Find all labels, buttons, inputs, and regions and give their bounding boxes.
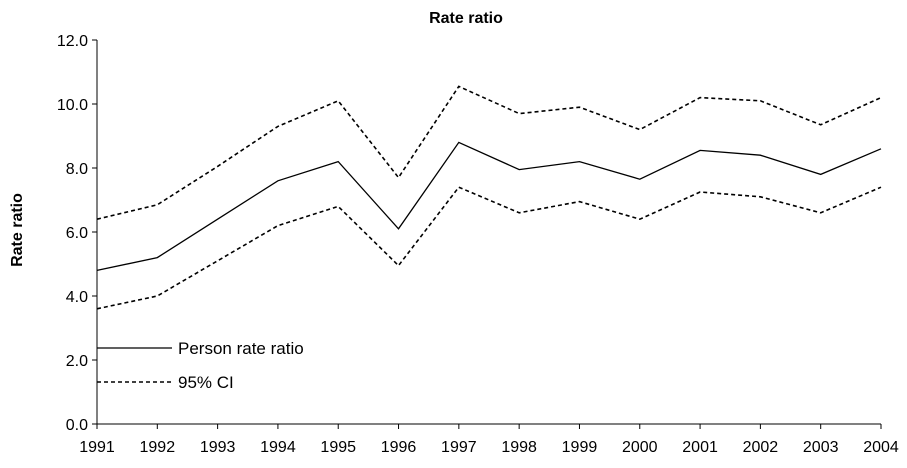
y-tick-label: 12.0 (57, 33, 88, 50)
x-tick-label: 1997 (441, 439, 477, 456)
x-tick-label: 1995 (320, 439, 356, 456)
series-lines (96, 85, 882, 310)
x-tick-label: 1998 (501, 439, 537, 456)
x-tick-label: 2002 (743, 439, 779, 456)
x-tick-label: 2003 (803, 439, 839, 456)
ci-lower-line (96, 186, 882, 310)
y-tick-label: 6.0 (66, 225, 88, 242)
y-tick-label: 0.0 (66, 417, 88, 434)
person-rate-ratio-line (96, 141, 882, 272)
x-tick-label: 2004 (863, 439, 899, 456)
x-tick-label: 2000 (622, 439, 658, 456)
legend-label: 95% CI (178, 373, 234, 392)
x-tick-labels: 1991 1992 1993 1994 1995 1996 1997 1998 1999 2000… (79, 439, 899, 456)
x-tick-label: 1996 (381, 439, 417, 456)
x-tick-label: 1991 (79, 439, 115, 456)
y-tick-labels: 0.0 2.0 4.0 6.0 8.0 10.0 12.0 (57, 33, 88, 434)
ci-upper-line (96, 85, 882, 220)
x-tick-label: 1999 (562, 439, 598, 456)
legend-label: Person rate ratio (178, 339, 304, 358)
chart-title: Rate ratio (429, 10, 503, 27)
y-tick-label: 2.0 (66, 353, 88, 370)
y-tick-label: 8.0 (66, 161, 88, 178)
legend: Person rate ratio 95% CI (97, 339, 304, 392)
x-tick-label: 1993 (200, 439, 236, 456)
x-tick-label: 2001 (682, 439, 718, 456)
y-axis-label: Rate ratio (9, 193, 26, 267)
y-tick-label: 4.0 (66, 289, 88, 306)
y-tick-label: 10.0 (57, 97, 88, 114)
x-tick-label: 1994 (260, 439, 296, 456)
x-tick-label: 1992 (140, 439, 176, 456)
axes (92, 39, 882, 429)
